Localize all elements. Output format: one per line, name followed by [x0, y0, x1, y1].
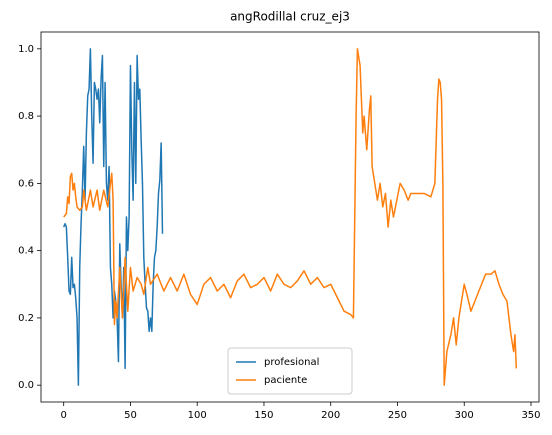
x-tick-label: 350: [521, 410, 540, 421]
y-tick-label: 0.2: [18, 313, 34, 324]
y-tick-label: 0.8: [18, 111, 34, 122]
x-tick-label: 200: [321, 410, 340, 421]
chart-title: angRodillaI cruz_ej3: [230, 10, 350, 24]
series-line: [63, 48, 164, 386]
x-tick-label: 50: [124, 410, 137, 421]
y-tick-label: 0.6: [18, 178, 34, 189]
legend-box: [227, 347, 353, 395]
legend: profesional paciente: [227, 347, 353, 395]
x-tick-label: 300: [455, 410, 474, 421]
x-tick-label: 0: [61, 410, 67, 421]
y-tick-label: 0.4: [18, 246, 34, 257]
x-tick-label: 150: [254, 410, 273, 421]
plot-frame: [40, 31, 540, 403]
legend-label: profesional: [264, 357, 319, 368]
y-tick-label: 1.0: [18, 44, 34, 55]
x-tick-label: 250: [388, 410, 407, 421]
x-tick-label: 100: [188, 410, 207, 421]
series-line: [63, 48, 518, 386]
legend-label: paciente: [264, 375, 307, 386]
y-tick-label: 0.0: [18, 380, 34, 391]
